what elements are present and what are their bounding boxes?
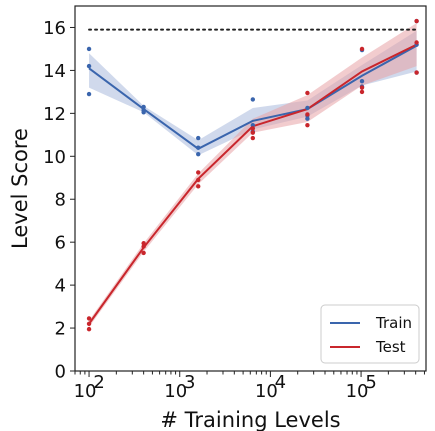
data-point-train: [196, 135, 201, 141]
data-point-test: [250, 135, 256, 141]
x-tick-exponent: 4: [275, 372, 286, 393]
data-point-train: [359, 78, 365, 84]
x-tick-exponent: 3: [184, 372, 195, 393]
data-point-train: [250, 122, 256, 128]
data-point-test: [305, 112, 310, 117]
y-tick-label: 6: [55, 233, 66, 254]
y-axis-title: Level Score: [8, 128, 32, 249]
series-lines: [88, 43, 418, 325]
data-point-test: [141, 250, 146, 256]
data-point-test: [359, 85, 365, 90]
y-tick-label: 12: [43, 104, 66, 125]
legend: Train Test: [320, 304, 420, 364]
data-point-test: [196, 177, 201, 183]
data-point-test: [414, 40, 419, 45]
y-tick-label: 2: [55, 319, 66, 340]
x-tick-label: 10: [255, 381, 278, 402]
x-tick-exponent: 5: [365, 372, 376, 393]
data-point-train: [86, 63, 92, 69]
data-point-train: [305, 105, 310, 111]
y-tick-label: 14: [43, 61, 66, 82]
y-tick-label: 8: [55, 190, 66, 211]
data-point-test: [196, 170, 201, 175]
legend-box: [320, 304, 420, 364]
data-point-train: [86, 46, 92, 52]
data-point-test: [414, 18, 419, 24]
x-axis-ticks: 102 103 104 105: [74, 371, 425, 402]
y-tick-label: 0: [55, 362, 66, 383]
y-tick-label: 16: [43, 18, 66, 39]
data-point-train: [141, 110, 146, 115]
band-train: [89, 30, 417, 156]
x-tick-label: 10: [74, 381, 97, 402]
data-point-train: [196, 151, 201, 157]
data-points: [86, 18, 419, 332]
x-tick-label: 10: [346, 381, 369, 402]
data-point-train: [305, 116, 310, 121]
series-line-test: [88, 43, 418, 325]
confidence-bands: [89, 23, 417, 327]
data-point-train: [141, 104, 146, 110]
data-point-test: [141, 241, 146, 246]
x-axis-title: # Training Levels: [160, 408, 340, 431]
data-point-test: [305, 122, 310, 128]
data-point-test: [141, 244, 146, 249]
data-point-test: [250, 126, 256, 131]
band-test: [89, 23, 417, 327]
y-axis-ticks: 0 2 4 6 8 10 12 14 16: [43, 18, 75, 383]
data-point-test: [86, 316, 92, 321]
y-tick-label: 4: [55, 276, 66, 297]
x-tick-exponent: 2: [93, 372, 104, 393]
data-point-test: [359, 46, 365, 52]
data-point-train: [196, 145, 201, 150]
x-tick-label: 10: [164, 381, 187, 402]
legend-label-test: Test: [375, 338, 406, 356]
data-point-train: [250, 97, 256, 102]
data-point-test: [250, 130, 256, 135]
data-point-test: [414, 70, 419, 75]
data-point-train: [86, 91, 92, 97]
data-point-test: [196, 184, 201, 189]
data-point-test: [86, 326, 92, 332]
data-point-test: [305, 90, 310, 96]
data-point-test: [359, 89, 365, 95]
legend-label-train: Train: [375, 314, 412, 332]
y-tick-label: 10: [43, 147, 66, 168]
data-point-test: [86, 321, 92, 326]
